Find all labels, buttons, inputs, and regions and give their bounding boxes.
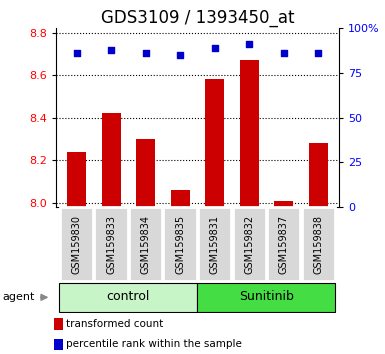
Text: GSM159831: GSM159831	[209, 215, 219, 274]
FancyBboxPatch shape	[164, 207, 197, 281]
Bar	[171, 190, 189, 207]
FancyBboxPatch shape	[60, 207, 93, 281]
FancyBboxPatch shape	[59, 283, 198, 312]
Title: GDS3109 / 1393450_at: GDS3109 / 1393450_at	[100, 9, 294, 27]
Text: GSM159838: GSM159838	[313, 215, 323, 274]
Point	[108, 47, 114, 53]
FancyBboxPatch shape	[267, 207, 300, 281]
Text: GSM159830: GSM159830	[72, 215, 82, 274]
Bar	[309, 143, 328, 207]
Text: GSM159837: GSM159837	[279, 215, 289, 274]
FancyBboxPatch shape	[233, 207, 266, 281]
FancyBboxPatch shape	[301, 207, 335, 281]
FancyBboxPatch shape	[94, 207, 127, 281]
Bar	[274, 201, 293, 207]
Point	[211, 45, 218, 51]
Text: GSM159833: GSM159833	[106, 215, 116, 274]
Bar	[136, 139, 155, 207]
Bar	[67, 152, 86, 207]
Bar	[54, 338, 63, 350]
FancyBboxPatch shape	[198, 283, 335, 312]
Bar	[239, 60, 259, 207]
Point	[74, 51, 80, 56]
Bar	[54, 318, 63, 330]
Point	[142, 51, 149, 56]
Text: transformed count: transformed count	[66, 319, 163, 329]
Bar	[102, 113, 121, 207]
Text: GSM159832: GSM159832	[244, 215, 254, 274]
Text: GSM159834: GSM159834	[141, 215, 151, 274]
Text: percentile rank within the sample: percentile rank within the sample	[66, 339, 242, 349]
Text: control: control	[107, 290, 150, 303]
Point	[281, 51, 287, 56]
Point	[177, 52, 183, 58]
Text: Sunitinib: Sunitinib	[239, 290, 294, 303]
Point	[246, 41, 252, 47]
Point	[315, 51, 321, 56]
Bar	[205, 79, 224, 207]
FancyBboxPatch shape	[129, 207, 162, 281]
Text: GSM159835: GSM159835	[175, 215, 185, 274]
FancyBboxPatch shape	[198, 207, 231, 281]
Text: agent: agent	[3, 292, 35, 302]
